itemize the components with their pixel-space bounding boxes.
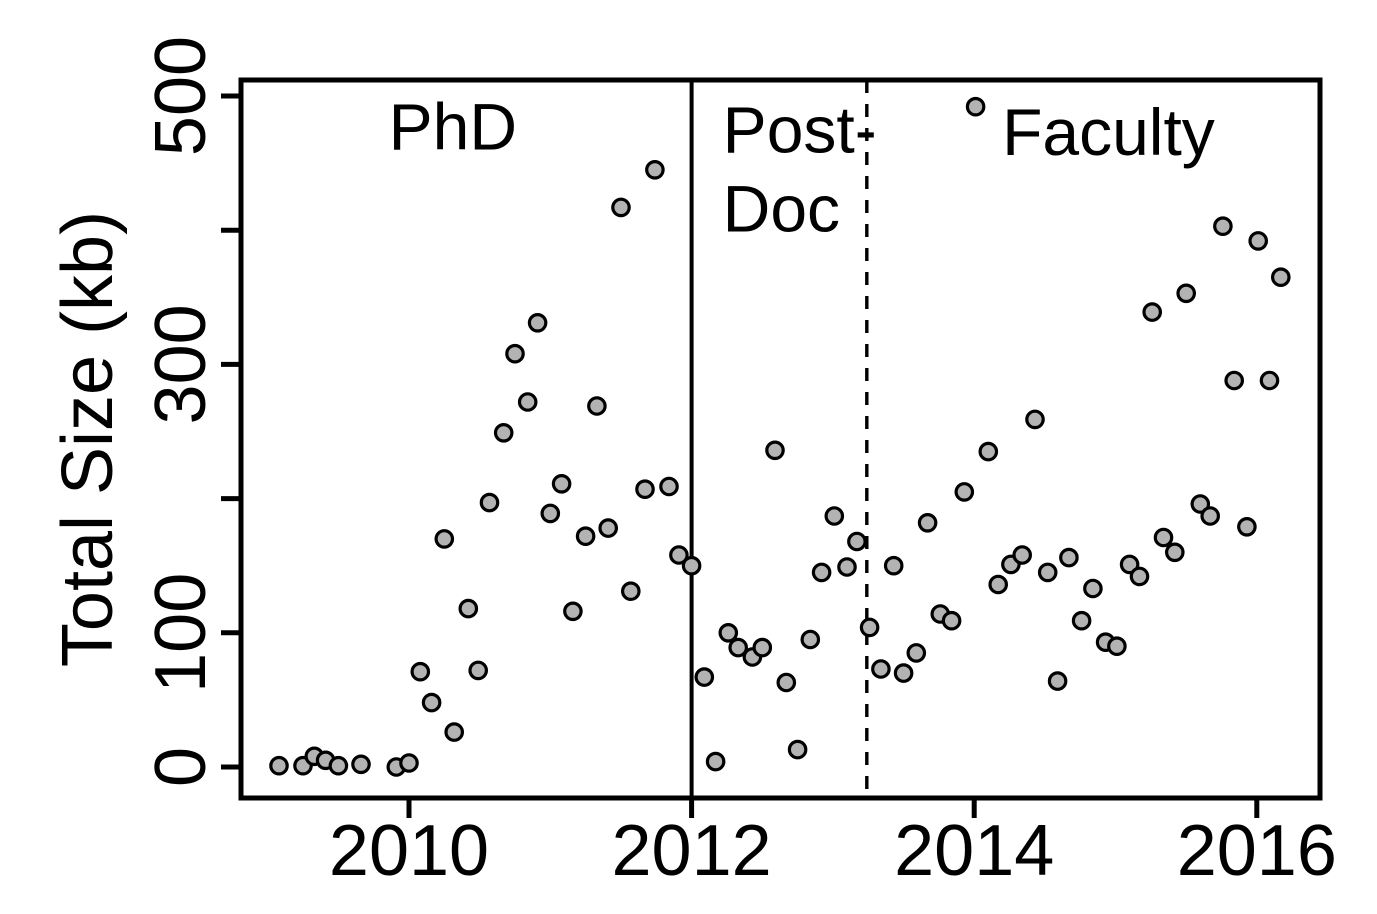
data-point bbox=[669, 545, 689, 565]
stage-label: Post- bbox=[723, 92, 877, 166]
data-point bbox=[978, 441, 999, 462]
plot-box bbox=[238, 77, 1323, 801]
data-point bbox=[1037, 562, 1058, 583]
data-point bbox=[1237, 516, 1257, 537]
x-axis-tick-label: 2014 bbox=[894, 811, 1054, 891]
data-point bbox=[765, 440, 785, 461]
data-point bbox=[1200, 506, 1220, 526]
data-point bbox=[1083, 578, 1103, 599]
stage-label: Doc bbox=[723, 172, 840, 246]
data-point bbox=[681, 555, 702, 576]
data-point bbox=[824, 506, 845, 526]
data-point bbox=[837, 557, 857, 577]
data-point bbox=[859, 617, 880, 638]
data-point bbox=[1165, 542, 1185, 563]
data-point bbox=[705, 751, 726, 772]
data-point bbox=[598, 518, 618, 538]
data-point bbox=[954, 482, 975, 502]
data-point bbox=[1176, 283, 1196, 304]
data-point bbox=[505, 343, 525, 364]
data-point bbox=[1012, 545, 1032, 565]
data-point bbox=[563, 601, 583, 622]
data-point bbox=[269, 755, 289, 776]
data-point bbox=[611, 197, 631, 218]
data-point bbox=[458, 598, 479, 619]
data-point bbox=[434, 529, 455, 549]
y-axis-title: Total Size (kb) bbox=[48, 211, 128, 667]
x-axis-tick-label: 2012 bbox=[612, 811, 772, 891]
data-point bbox=[1071, 610, 1092, 631]
x-axis-tick-label: 2016 bbox=[1177, 811, 1337, 891]
data-point bbox=[694, 667, 715, 687]
data-point bbox=[787, 739, 808, 760]
data-point bbox=[1259, 370, 1280, 391]
y-axis-tick-label: 300 bbox=[141, 304, 221, 424]
data-point bbox=[328, 755, 349, 776]
data-point bbox=[871, 659, 891, 679]
data-point bbox=[540, 503, 561, 524]
data-point bbox=[635, 479, 655, 499]
data-point bbox=[421, 692, 442, 713]
data-point bbox=[811, 562, 832, 583]
data-point bbox=[479, 492, 500, 513]
data-point bbox=[988, 574, 1008, 595]
data-point bbox=[1025, 409, 1045, 430]
data-point bbox=[659, 476, 679, 497]
data-point bbox=[1224, 370, 1244, 391]
data-point bbox=[1213, 216, 1233, 236]
data-point bbox=[1047, 671, 1068, 691]
data-point bbox=[776, 672, 797, 693]
data-point bbox=[965, 96, 986, 117]
data-point bbox=[800, 629, 821, 650]
data-point bbox=[941, 610, 962, 631]
data-point bbox=[1119, 554, 1140, 575]
data-point bbox=[1059, 547, 1079, 568]
data-point bbox=[620, 581, 641, 601]
data-point bbox=[351, 754, 371, 775]
data-point bbox=[752, 637, 773, 658]
data-point bbox=[587, 396, 607, 416]
data-point bbox=[1129, 566, 1150, 587]
data-point bbox=[1248, 231, 1268, 251]
data-point bbox=[527, 312, 548, 333]
data-point bbox=[1142, 302, 1162, 322]
data-point bbox=[1190, 494, 1211, 514]
data-point bbox=[1153, 527, 1174, 548]
y-axis-tick-label: 500 bbox=[141, 36, 221, 156]
data-point bbox=[883, 555, 904, 576]
y-axis-tick-label: 0 bbox=[141, 747, 221, 787]
y-axis-tick-label: 100 bbox=[141, 573, 221, 693]
data-point bbox=[728, 637, 748, 658]
stage-label: Faculty bbox=[1002, 95, 1215, 169]
data-point bbox=[893, 663, 914, 683]
data-point bbox=[718, 622, 739, 643]
data-point bbox=[468, 660, 488, 681]
data-point bbox=[645, 160, 665, 180]
data-point bbox=[847, 531, 867, 552]
data-point bbox=[399, 753, 419, 773]
data-point bbox=[444, 722, 464, 742]
data-point bbox=[551, 473, 572, 494]
data-point bbox=[410, 661, 431, 682]
stage-label: PhD bbox=[389, 90, 517, 164]
x-axis-tick-label: 2010 bbox=[329, 811, 489, 891]
data-point bbox=[917, 512, 938, 533]
data-point bbox=[493, 422, 514, 443]
data-point bbox=[517, 392, 538, 412]
data-point bbox=[1271, 267, 1291, 287]
data-point bbox=[575, 526, 596, 546]
data-point bbox=[1107, 636, 1127, 656]
data-point bbox=[906, 643, 927, 663]
